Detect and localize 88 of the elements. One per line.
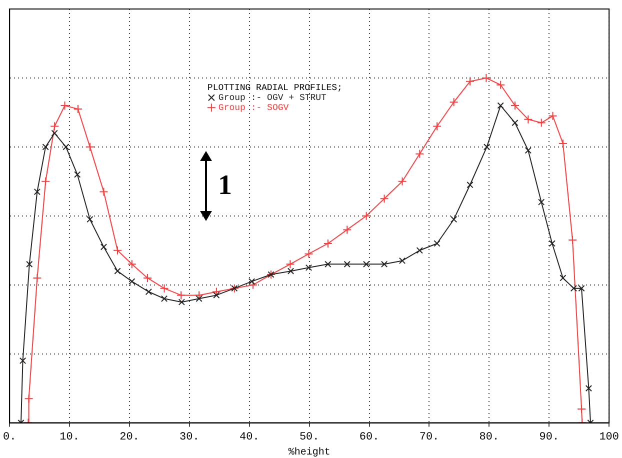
point: [24, 394, 34, 404]
point: [304, 249, 314, 258]
x-tick-label: 90.: [539, 431, 560, 444]
x-tick-label: 0.: [3, 431, 16, 444]
x-tick-label: 40.: [239, 431, 260, 444]
point: [524, 147, 532, 154]
point: [524, 114, 533, 124]
point: [416, 247, 423, 254]
point: [127, 260, 136, 269]
point: [26, 260, 33, 268]
point: [176, 290, 186, 300]
x-tick-label: 80.: [479, 431, 500, 444]
x-tick-label: 10.: [60, 431, 80, 444]
point: [344, 260, 350, 268]
point: [62, 144, 70, 150]
point: [248, 278, 256, 285]
point: [34, 188, 41, 196]
point: [568, 236, 578, 245]
point: [85, 142, 94, 152]
point: [160, 284, 169, 293]
point: [51, 130, 58, 136]
point: [497, 102, 504, 109]
point: [287, 268, 294, 274]
point: [142, 273, 152, 282]
legend-label: Group :- OGV + STRUT: [218, 93, 328, 104]
point: [434, 240, 440, 247]
legend-title: PLOTTING RADIAL PROFILES;: [207, 83, 342, 94]
point: [466, 182, 474, 188]
point: [74, 171, 81, 178]
point: [342, 225, 352, 234]
point: [398, 176, 407, 186]
x-axis-title: %height: [288, 446, 330, 458]
legend-label: Group :- SOGV: [218, 103, 290, 114]
point: [41, 176, 50, 186]
point: [213, 292, 220, 299]
x-tick-label: 60.: [359, 431, 380, 444]
x-tick-label: 30.: [180, 431, 200, 444]
point: [482, 73, 491, 82]
point: [578, 284, 585, 292]
point: [32, 273, 42, 282]
point: [323, 238, 332, 248]
point: [99, 187, 108, 196]
x-tick-label: 20.: [120, 431, 140, 444]
point: [178, 298, 185, 306]
point: [483, 144, 490, 150]
point: [380, 194, 389, 204]
annotation: 1: [218, 170, 232, 202]
point: [570, 284, 578, 292]
x-tick-label: 50.: [299, 431, 320, 444]
point: [432, 122, 442, 131]
point: [415, 149, 424, 158]
point: [449, 98, 458, 107]
point: [86, 216, 94, 223]
point: [585, 384, 592, 392]
point: [548, 111, 558, 120]
point: [114, 268, 121, 274]
point: [362, 260, 370, 268]
point: [113, 246, 122, 255]
point: [558, 138, 568, 148]
x-tick-label: 100: [599, 431, 620, 444]
point: [538, 198, 545, 206]
point: [577, 404, 586, 414]
point: [248, 280, 258, 290]
point: [50, 122, 60, 131]
point: [305, 264, 312, 271]
point: [286, 260, 295, 269]
point: [510, 101, 520, 110]
point: [19, 357, 26, 364]
point: [145, 288, 152, 296]
point: [160, 295, 168, 302]
point: [60, 101, 70, 110]
point: [128, 278, 136, 285]
point: [362, 211, 371, 220]
point: [450, 216, 458, 223]
point: [380, 260, 388, 268]
point: [548, 240, 556, 247]
point: [466, 76, 475, 86]
point: [324, 260, 332, 268]
point: [512, 119, 518, 126]
point: [398, 257, 406, 264]
point: [496, 80, 506, 90]
x-tick-label: 70.: [419, 431, 440, 444]
point: [560, 274, 566, 282]
point: [42, 144, 49, 150]
point: [536, 118, 546, 128]
point: [196, 295, 202, 302]
point: [100, 244, 108, 250]
point: [73, 104, 82, 114]
